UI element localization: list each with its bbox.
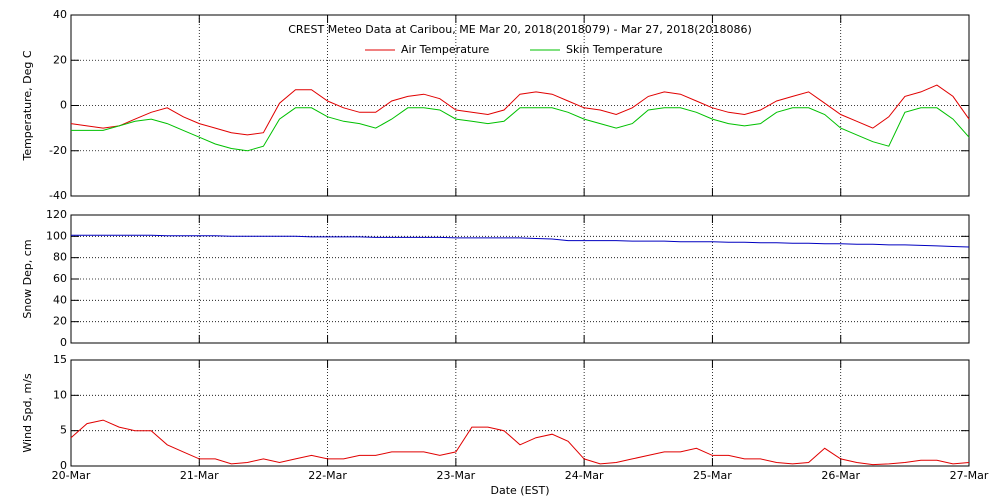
y-axis-label: Snow Dep, cm [21,239,34,318]
x-tick-label: 26-Mar [821,469,860,482]
chart-title: CREST Meteo Data at Caribou, ME Mar 20, … [288,23,752,36]
plot-frame [70,214,970,344]
y-axis-label: Temperature, Deg C [21,50,34,161]
y-tick-label: 10 [53,388,67,401]
y-tick-label: 60 [53,272,67,285]
data-line [70,84,970,136]
y-tick-label: 80 [53,251,67,264]
y-tick-label: 100 [46,229,67,242]
legend-label: Skin Temperature [566,43,663,56]
y-tick-label: 20 [53,53,67,66]
x-tick-label: 20-Mar [52,469,91,482]
y-axis-label: Wind Spd, m/s [21,373,34,453]
plot-frame [70,14,970,197]
y-tick-label: 15 [53,353,67,366]
y-tick-label: 0 [60,459,67,472]
x-tick-label: 25-Mar [693,469,732,482]
x-tick-label: 24-Mar [565,469,604,482]
y-tick-label: 120 [46,208,67,221]
x-tick-label: 21-Mar [180,469,219,482]
plot-frame [70,359,970,467]
y-tick-label: 40 [53,293,67,306]
y-tick-label: 0 [60,336,67,349]
y-tick-label: 5 [60,424,67,437]
y-tick-label: 0 [60,99,67,112]
data-line [71,107,970,152]
x-axis-label: Date (EST) [490,484,549,497]
x-tick-label: 23-Mar [436,469,475,482]
y-tick-label: -20 [49,144,67,157]
x-tick-label: 22-Mar [308,469,347,482]
data-line [71,234,970,248]
y-tick-label: 40 [53,8,67,21]
y-tick-label: 20 [53,315,67,328]
y-tick-label: -40 [49,189,67,202]
legend-label: Air Temperature [401,43,490,56]
x-tick-label: 27-Mar [950,469,989,482]
data-line [70,419,970,466]
